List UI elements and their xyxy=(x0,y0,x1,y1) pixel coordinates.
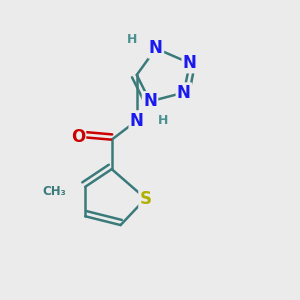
Text: S: S xyxy=(140,190,152,208)
Text: N: N xyxy=(130,112,144,130)
Text: O: O xyxy=(71,128,85,146)
Text: N: N xyxy=(149,39,163,57)
Text: H: H xyxy=(127,33,137,46)
Text: H: H xyxy=(158,114,168,127)
Text: N: N xyxy=(183,54,197,72)
Text: N: N xyxy=(143,92,157,110)
Text: N: N xyxy=(177,84,191,102)
Text: CH₃: CH₃ xyxy=(42,185,66,198)
